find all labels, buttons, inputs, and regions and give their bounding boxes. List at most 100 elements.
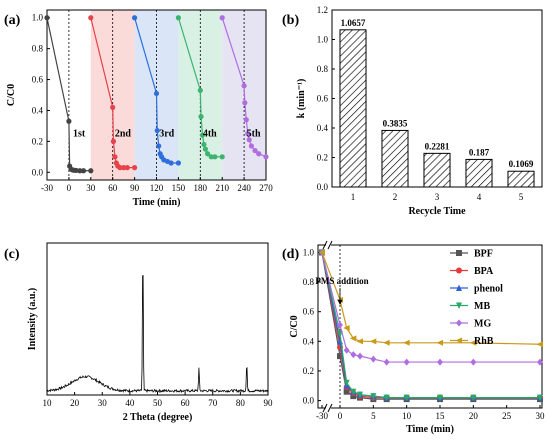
data-point (117, 165, 123, 171)
data-label: 0.187 (469, 147, 490, 157)
series-line-BPF (321, 252, 540, 400)
data-point (369, 338, 377, 345)
cycle-label: 5th (247, 129, 261, 140)
legend-label: MG (474, 319, 491, 330)
bar (381, 129, 409, 188)
x-tick-label: 90 (130, 183, 140, 193)
y-tick-label: 1.2 (317, 5, 328, 15)
axis-break-mark (322, 403, 328, 413)
data-point (350, 351, 357, 359)
data-point (212, 154, 218, 160)
data-point (168, 160, 174, 166)
x-tick-label: 270 (259, 183, 273, 193)
data-point (44, 15, 50, 21)
data-point (175, 160, 181, 166)
series-line-RhB (321, 252, 541, 345)
x-tick-label: 4 (477, 192, 482, 202)
legend-marker (456, 284, 462, 291)
y-tick-label: 0.8 (317, 64, 329, 74)
data-point (403, 358, 410, 366)
data-point (199, 132, 206, 138)
data-point (537, 358, 543, 366)
x-tick-label: 150 (172, 183, 186, 193)
data-label: 0.3835 (383, 118, 408, 128)
legend-label: BPA (474, 266, 494, 277)
x-tick-label: 20 (469, 411, 479, 421)
data-point (121, 165, 127, 171)
axis-break-mark (327, 403, 333, 413)
x-tick-label: 5 (519, 192, 524, 202)
y-axis-label: C/C0 (6, 84, 17, 106)
data-point (343, 346, 350, 354)
data-label: 1.0657 (341, 18, 366, 28)
data-point (112, 154, 118, 160)
axis-break-mark (322, 240, 328, 250)
series-line-BPA (321, 252, 540, 399)
y-axis-label: Intensity (a.u.) (27, 288, 38, 351)
legend-marker (456, 267, 462, 274)
x-tick-label: 3 (435, 192, 440, 202)
x-tick-label: 30 (98, 398, 108, 408)
legend-marker (455, 337, 462, 344)
data-point (252, 148, 258, 154)
x-tick-label: 0 (67, 183, 72, 193)
x-axis-label: Time (min) (133, 197, 181, 208)
panel-c: 10 20 30 40 50 60 70 80 90 2 Theta (degree) Intens… (4, 242, 274, 423)
data-point (242, 100, 248, 106)
x-axis-label: Time (min) (406, 424, 454, 435)
data-point (246, 137, 252, 143)
data-point (88, 168, 94, 174)
cycle-label: 4th (203, 129, 217, 140)
data-point (208, 154, 214, 160)
data-point (241, 83, 247, 89)
legend-marker (456, 302, 462, 309)
data-point (383, 339, 390, 346)
data-point (263, 154, 269, 160)
panel-b: 1.0657 1 0.3835 2 0.2281 3 0.187 4 0.1069 5 0.0 0.2… (282, 5, 543, 217)
data-point (153, 90, 160, 97)
x-axis-label: Recycle Time (408, 206, 466, 217)
panel-label-c: (c) (4, 247, 20, 262)
y-tick-label: 0.6 (303, 307, 315, 317)
data-point (357, 352, 363, 360)
x-tick-label: 90 (264, 398, 274, 408)
data-point (383, 394, 390, 402)
plot-frame (317, 244, 543, 409)
x-tick-label: -30 (316, 411, 328, 421)
y-tick-label: 1.0 (303, 247, 315, 257)
x-tick-label: 70 (208, 398, 218, 408)
legend-marker (456, 319, 462, 327)
data-point (403, 339, 410, 346)
data-point (343, 379, 350, 387)
data-point (66, 118, 72, 124)
x-tick-label: 20 (70, 398, 80, 408)
data-point (110, 138, 117, 144)
data-point (198, 114, 204, 120)
y-tick-label: 0.0 (317, 182, 329, 192)
data-point (537, 394, 543, 402)
x-tick-label: 210 (215, 183, 229, 193)
legend-label: MB (474, 301, 490, 312)
y-tick-label: 0.6 (32, 75, 44, 85)
data-point (383, 358, 390, 366)
x-axis-label: 2 Theta (degree) (123, 412, 193, 423)
data-point (370, 355, 377, 363)
legend-label: RhB (474, 336, 494, 347)
x-tick-label: 40 (125, 398, 135, 408)
data-point (318, 249, 325, 256)
x-tick-label: 15 (436, 411, 446, 421)
legend-label: BPF (474, 249, 493, 260)
y-tick-label: 0.4 (303, 336, 315, 346)
data-point (132, 165, 138, 171)
data-point (357, 391, 363, 399)
data-point (124, 165, 130, 171)
y-tick-label: 0.8 (303, 277, 315, 287)
x-tick-label: 120 (150, 183, 164, 193)
x-tick-label: 50 (153, 398, 163, 408)
data-point (256, 151, 262, 157)
data-point (343, 324, 350, 331)
data-point (470, 358, 477, 366)
data-point (219, 154, 225, 160)
